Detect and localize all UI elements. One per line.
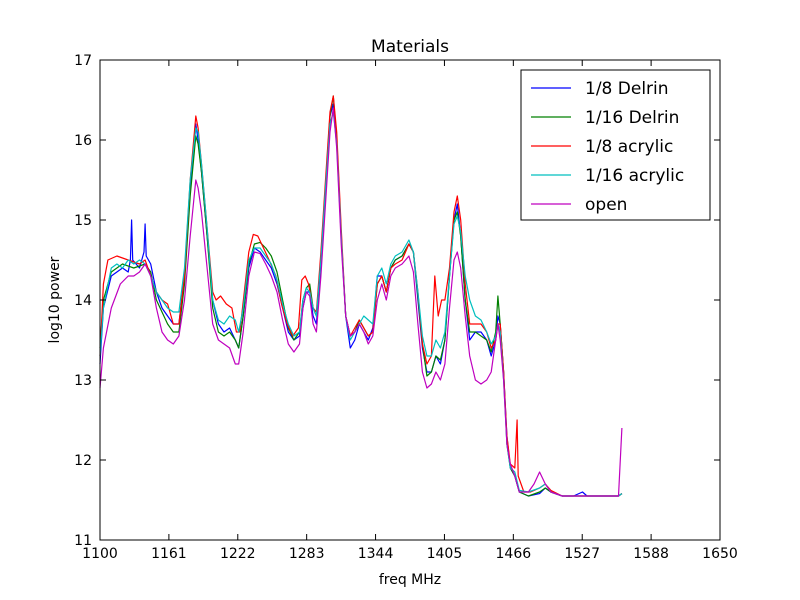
x-tick-label: 1588 [633, 546, 669, 562]
x-tick-label: 1344 [358, 546, 394, 562]
x-axis-label: freq MHz [379, 572, 441, 588]
x-tick-label: 1405 [427, 546, 463, 562]
x-tick-label: 1283 [289, 546, 325, 562]
y-tick-label: 17 [74, 53, 92, 69]
y-tick-label: 16 [74, 133, 92, 149]
series-line-5 [99, 107, 623, 497]
x-tick-label: 1100 [82, 546, 118, 562]
x-tick-label: 1222 [220, 546, 256, 562]
x-tick-label: 1650 [702, 546, 738, 562]
series-layer [99, 95, 623, 497]
y-tick-label: 13 [74, 373, 92, 389]
tick-layer: 1100 1161 1222 1283 1344 1405 1466 1527 1588 1650… [74, 53, 738, 562]
legend-box [520, 69, 711, 221]
chart-title: Materials [371, 37, 449, 57]
y-tick-label: 11 [74, 533, 92, 549]
x-tick-label: 1527 [564, 546, 600, 562]
legend-label-5: open [585, 195, 627, 215]
x-tick-label: 1161 [151, 546, 187, 562]
x-tick-label: 1466 [496, 546, 532, 562]
legend-label-3: 1/8 acrylic [585, 137, 673, 157]
legend: 1/8 Delrin 1/16 Delrin 1/8 acrylic 1/16 acr… [520, 69, 711, 221]
y-axis-label: log10 power [47, 256, 63, 343]
legend-label-2: 1/16 Delrin [585, 108, 679, 128]
legend-label-4: 1/16 acrylic [585, 166, 684, 186]
y-tick-label: 15 [74, 213, 92, 229]
legend-label-1: 1/8 Delrin [585, 79, 669, 99]
y-tick-label: 12 [74, 453, 92, 469]
y-tick-label: 14 [74, 293, 92, 309]
